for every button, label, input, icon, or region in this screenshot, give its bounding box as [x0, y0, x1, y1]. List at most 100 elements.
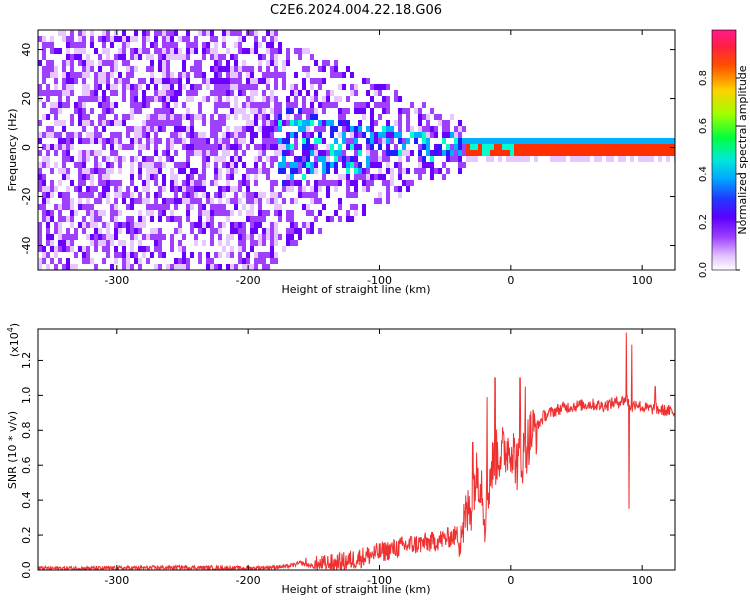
heatmap-cell [278, 192, 282, 198]
heatmap-cell [318, 180, 322, 186]
heatmap-cell [142, 30, 146, 36]
heatmap-cell [266, 114, 270, 120]
heatmap-cell [94, 264, 98, 270]
heatmap-cell [502, 144, 506, 150]
heatmap-cell [566, 144, 570, 150]
heatmap-cell [118, 192, 122, 198]
heatmap-cell [114, 228, 118, 234]
heatmap-cell [194, 66, 198, 72]
heatmap-cell [290, 180, 294, 186]
heatmap-cell [266, 96, 270, 102]
heatmap-cell [166, 72, 170, 78]
heatmap-cell [266, 228, 270, 234]
heatmap-cell [234, 222, 238, 228]
heatmap-cell [270, 186, 274, 192]
heatmap-cell [382, 84, 386, 90]
heatmap-cell [298, 168, 302, 174]
heatmap-cell [282, 150, 286, 156]
heatmap-cell [302, 138, 306, 144]
heatmap-cell [366, 180, 370, 186]
heatmap-cell [342, 156, 346, 162]
heatmap-cell [42, 54, 46, 60]
heatmap-cell [90, 60, 94, 66]
heatmap-cell [122, 84, 126, 90]
heatmap-cell [406, 114, 410, 120]
heatmap-cell [322, 180, 326, 186]
heatmap-cell [246, 234, 250, 240]
heatmap-cell [238, 210, 242, 216]
heatmap-cell [358, 144, 362, 150]
heatmap-cell [310, 96, 314, 102]
heatmap-cell [146, 132, 150, 138]
heatmap-cell [114, 234, 118, 240]
heatmap-cell [46, 228, 50, 234]
heatmap-cell [102, 90, 106, 96]
snr-x-tick-label: -200 [236, 574, 261, 587]
heatmap-cell [382, 180, 386, 186]
heatmap-cell [186, 90, 190, 96]
heatmap-cell [322, 108, 326, 114]
heatmap-cell [338, 84, 342, 90]
heatmap-cell [378, 162, 382, 168]
heatmap-cell [414, 168, 418, 174]
heatmap-cell [194, 222, 198, 228]
heatmap-cell [114, 138, 118, 144]
heatmap-cell [106, 156, 110, 162]
heatmap-cell [90, 138, 94, 144]
heatmap-cell [42, 210, 46, 216]
heatmap-cell [486, 150, 490, 156]
heatmap-cell [378, 84, 382, 90]
snr-y-tick-label: 1.2 [20, 352, 33, 370]
heatmap-cell [374, 174, 378, 180]
heatmap-cell [526, 156, 530, 162]
heatmap-cell [138, 264, 142, 270]
heatmap-cell [70, 240, 74, 246]
heatmap-cell [190, 66, 194, 72]
heatmap-cell [66, 234, 70, 240]
heatmap-cell [362, 168, 366, 174]
heatmap-cell [366, 102, 370, 108]
heatmap-cell [154, 144, 158, 150]
heatmap-cell [106, 174, 110, 180]
heatmap-cell [90, 222, 94, 228]
heatmap-cell [126, 258, 130, 264]
heatmap-cell [370, 156, 374, 162]
heatmap-cell [62, 36, 66, 42]
heatmap-cell [234, 78, 238, 84]
heatmap-cell [154, 36, 158, 42]
heatmap-cell [210, 30, 214, 36]
heatmap-cell [202, 114, 206, 120]
heatmap-cell [398, 186, 402, 192]
heatmap-cell [154, 264, 158, 270]
heatmap-cell [86, 186, 90, 192]
heatmap-cell [342, 72, 346, 78]
heatmap-cell [170, 84, 174, 90]
heatmap-cell [174, 216, 178, 222]
heatmap-cell [330, 132, 334, 138]
heatmap-cell [38, 204, 42, 210]
heatmap-cell [142, 36, 146, 42]
heatmap-cell [334, 102, 338, 108]
heatmap-cell [46, 60, 50, 66]
heatmap-cell [170, 96, 174, 102]
heatmap-cell [118, 180, 122, 186]
heatmap-cell [146, 210, 150, 216]
heatmap-cell [278, 234, 282, 240]
heatmap-cell [350, 90, 354, 96]
heatmap-cell [262, 192, 266, 198]
heatmap-cell [598, 156, 602, 162]
heatmap-cell [638, 156, 642, 162]
heatmap-cell [50, 168, 54, 174]
heatmap-cell [294, 168, 298, 174]
heatmap-cell [82, 108, 86, 114]
heatmap-cell [82, 150, 86, 156]
heatmap-cell [38, 162, 42, 168]
heatmap-cell [338, 108, 342, 114]
heatmap-cell [538, 150, 542, 156]
heatmap-cell [78, 156, 82, 162]
heatmap-cell [186, 42, 190, 48]
heatmap-cell [190, 180, 194, 186]
heatmap-cell [222, 138, 226, 144]
heatmap-cell [82, 246, 86, 252]
snr-panel: -300 -200 -100 0 100 0.00.20.40.60.81.01.2 H… [6, 323, 676, 596]
